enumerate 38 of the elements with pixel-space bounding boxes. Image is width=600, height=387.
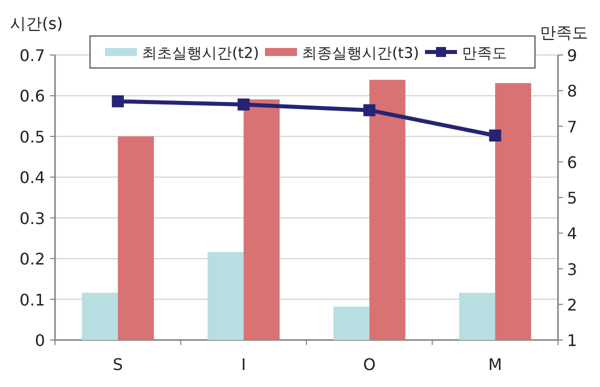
point <box>112 95 124 108</box>
y-tick-label: 0 <box>34 331 45 350</box>
x-tick-label: I <box>241 355 246 374</box>
y-tick-label: 0.1 <box>20 290 45 310</box>
y-tick-label: 0.5 <box>20 127 45 146</box>
y2-tick-label: 1 <box>567 331 578 350</box>
y-tick-label: 0.3 <box>20 208 45 228</box>
y2-axis-title: 만족도 <box>540 23 588 42</box>
legend-label: 만족도 <box>462 44 507 62</box>
x-tick-label: O <box>363 355 376 374</box>
legend-label: 최종실행시간(t3) <box>302 44 420 62</box>
y2-tick-label: 9 <box>567 46 578 65</box>
bar <box>244 99 280 340</box>
y2-tick-label: 6 <box>567 152 578 172</box>
bar <box>118 136 154 340</box>
y2-tick-label: 5 <box>567 188 578 208</box>
bar <box>369 80 406 340</box>
point <box>489 130 502 142</box>
y-tick-label: 0.2 <box>20 250 45 269</box>
bar <box>333 306 370 340</box>
bar <box>459 292 496 340</box>
x-tick-label: M <box>488 355 502 374</box>
y-axis-title: 시간(s) <box>10 14 63 33</box>
y2-tick-label: 3 <box>567 260 578 279</box>
point <box>363 104 376 116</box>
y2-tick-label: 7 <box>567 117 578 136</box>
legend-label: 최초실행시간(t2) <box>142 44 260 62</box>
y2-tick-label: 8 <box>567 82 578 101</box>
y2-tick-label: 2 <box>567 295 578 314</box>
y2-tick-label: 4 <box>567 224 578 244</box>
y-tick-label: 0.7 <box>20 46 45 65</box>
x-tick-label: S <box>112 355 123 374</box>
point <box>238 98 250 111</box>
bar <box>495 83 532 340</box>
y-tick-label: 0.4 <box>20 168 45 188</box>
bar <box>82 292 118 340</box>
bar <box>208 252 244 340</box>
y-tick-label: 0.6 <box>20 86 45 106</box>
